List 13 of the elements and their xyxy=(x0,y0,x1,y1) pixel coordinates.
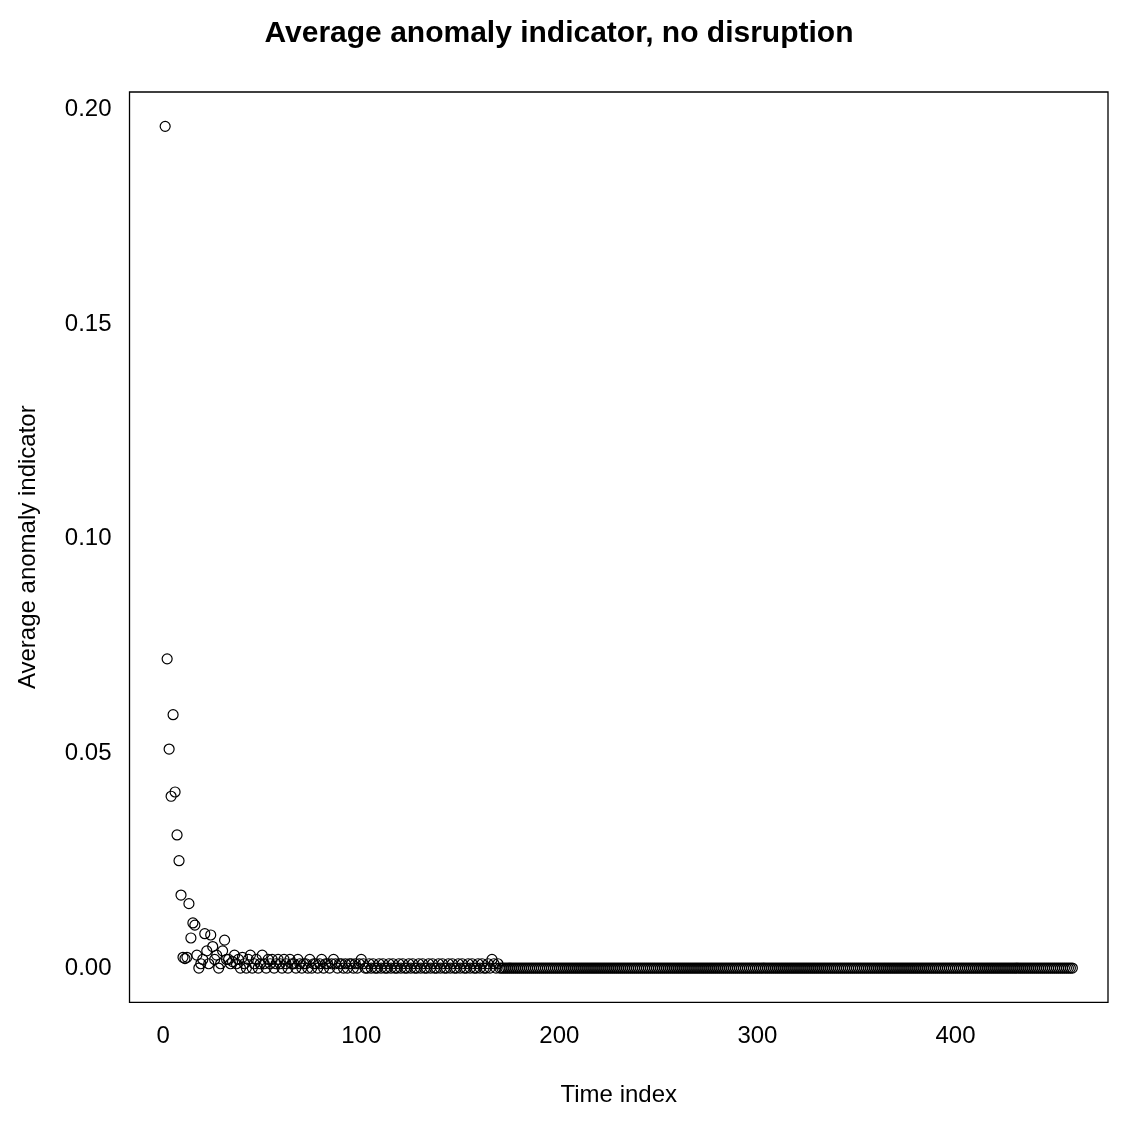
y-axis-title: Average anomaly indicator xyxy=(13,405,41,690)
y-tick-label: 0.05 xyxy=(64,737,112,765)
x-tick-label: 400 xyxy=(935,1021,976,1049)
chart-title: Average anomaly indicator, no disruption xyxy=(264,15,854,49)
x-axis-title: Time index xyxy=(560,1080,677,1108)
y-tick-label: 0.00 xyxy=(64,952,112,980)
x-tick-label: 200 xyxy=(539,1021,580,1049)
x-tick-label: 100 xyxy=(341,1021,382,1049)
y-tick-label: 0.10 xyxy=(64,523,112,551)
x-tick-label: 300 xyxy=(737,1021,778,1049)
y-tick-label: 0.15 xyxy=(64,308,112,336)
y-tick-label: 0.20 xyxy=(64,93,112,121)
x-tick-label: 0 xyxy=(156,1021,170,1049)
